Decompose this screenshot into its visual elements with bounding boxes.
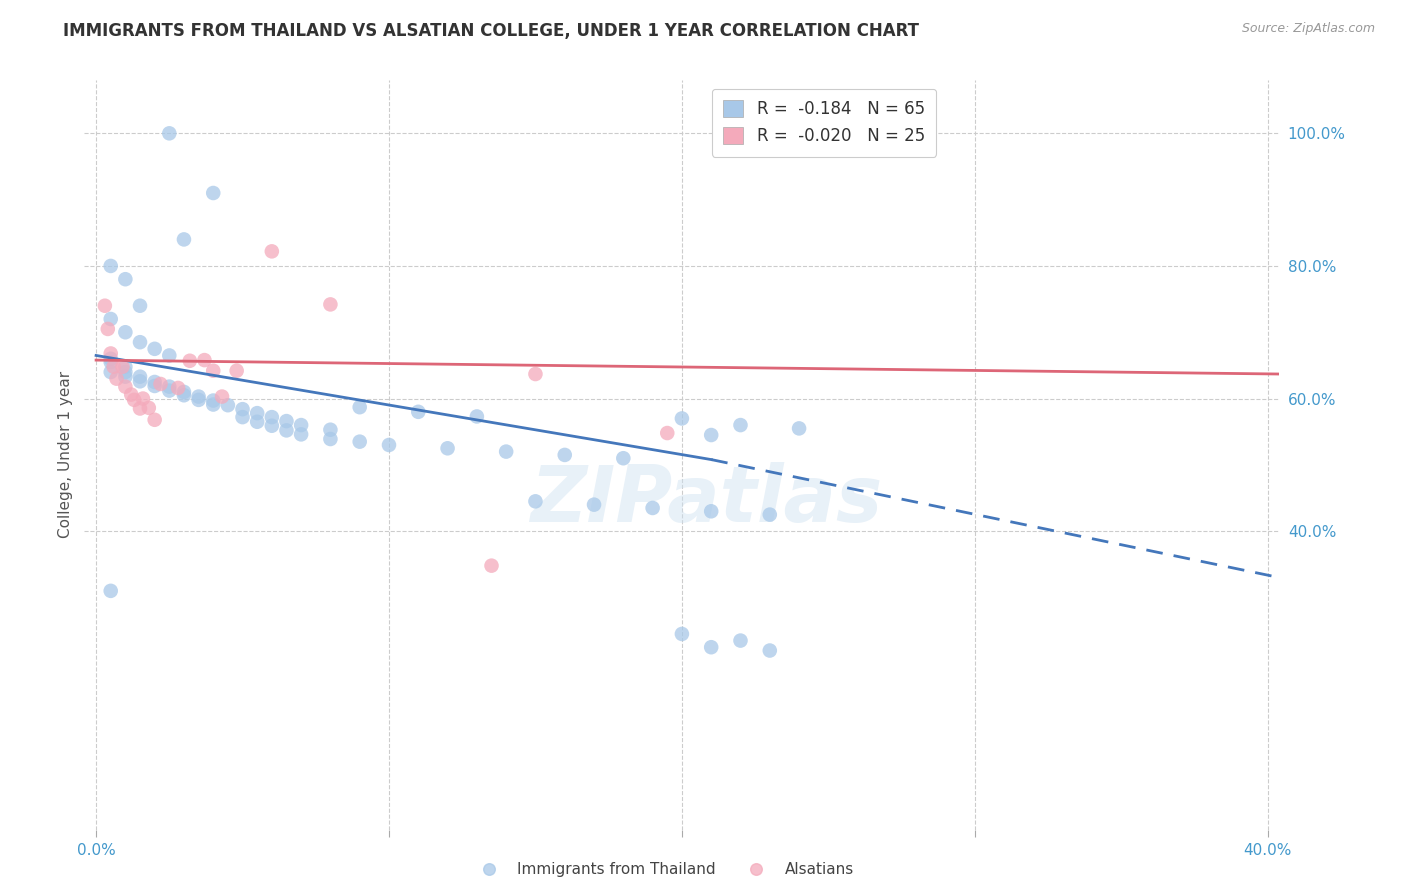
Point	[436, 442, 458, 456]
Point	[319, 423, 342, 437]
Point	[290, 427, 312, 442]
Point	[657, 425, 679, 440]
Point	[349, 400, 371, 414]
Point	[319, 432, 342, 446]
Point	[745, 862, 768, 876]
Point	[408, 405, 430, 419]
Point	[246, 406, 269, 420]
Text: Immigrants from Thailand: Immigrants from Thailand	[517, 863, 716, 877]
Point	[524, 494, 547, 508]
Point	[157, 348, 180, 362]
Point	[276, 423, 298, 437]
Point	[478, 862, 501, 876]
Point	[290, 418, 312, 433]
Point	[730, 418, 752, 433]
Point	[217, 398, 239, 412]
Point	[179, 353, 201, 368]
Point	[612, 451, 634, 466]
Point	[193, 353, 215, 368]
Point	[97, 322, 120, 336]
Point	[211, 390, 233, 404]
Point	[100, 259, 122, 273]
Point	[105, 372, 128, 386]
Legend: R =  -0.184   N = 65, R =  -0.020   N = 25: R = -0.184 N = 65, R = -0.020 N = 25	[711, 88, 936, 157]
Point	[114, 379, 136, 393]
Point	[378, 438, 401, 452]
Point	[143, 342, 166, 356]
Point	[202, 364, 225, 378]
Point	[260, 410, 283, 425]
Point	[495, 444, 517, 458]
Point	[759, 508, 782, 522]
Point	[730, 633, 752, 648]
Point	[671, 627, 693, 641]
Point	[260, 418, 283, 433]
Point	[700, 640, 723, 655]
Point	[157, 126, 180, 140]
Point	[173, 232, 195, 246]
Point	[114, 365, 136, 379]
Point	[583, 498, 606, 512]
Point	[157, 384, 180, 398]
Point	[129, 335, 152, 350]
Point	[114, 272, 136, 286]
Point	[187, 392, 209, 407]
Point	[167, 381, 190, 395]
Y-axis label: College, Under 1 year: College, Under 1 year	[58, 371, 73, 539]
Point	[94, 299, 117, 313]
Text: ZIPatlas: ZIPatlas	[530, 462, 882, 538]
Point	[759, 643, 782, 657]
Point	[100, 365, 122, 379]
Point	[349, 434, 371, 449]
Text: IMMIGRANTS FROM THAILAND VS ALSATIAN COLLEGE, UNDER 1 YEAR CORRELATION CHART: IMMIGRANTS FROM THAILAND VS ALSATIAN COL…	[63, 22, 920, 40]
Point	[100, 355, 122, 369]
Point	[173, 384, 195, 399]
Point	[524, 367, 547, 381]
Point	[143, 413, 166, 427]
Point	[120, 387, 142, 401]
Point	[202, 398, 225, 412]
Point	[100, 351, 122, 366]
Point	[319, 297, 342, 311]
Point	[173, 388, 195, 402]
Point	[225, 364, 247, 378]
Point	[143, 379, 166, 393]
Text: Source: ZipAtlas.com: Source: ZipAtlas.com	[1241, 22, 1375, 36]
Point	[276, 414, 298, 428]
Point	[129, 299, 152, 313]
Point	[481, 558, 503, 573]
Point	[149, 376, 172, 391]
Point	[231, 402, 254, 417]
Point	[129, 401, 152, 416]
Point	[157, 379, 180, 393]
Point	[671, 411, 693, 425]
Point	[465, 409, 488, 424]
Point	[641, 500, 664, 515]
Point	[700, 504, 723, 518]
Point	[122, 392, 145, 407]
Point	[100, 583, 122, 598]
Point	[143, 375, 166, 389]
Point	[202, 393, 225, 408]
Point	[100, 312, 122, 326]
Point	[246, 415, 269, 429]
Point	[103, 359, 125, 374]
Point	[187, 390, 209, 404]
Point	[132, 392, 155, 406]
Point	[260, 244, 283, 259]
Point	[129, 374, 152, 388]
Point	[138, 401, 160, 415]
Point	[100, 346, 122, 360]
Point	[231, 410, 254, 425]
Point	[700, 428, 723, 442]
Point	[129, 369, 152, 384]
Point	[114, 325, 136, 339]
Point	[787, 421, 810, 435]
Point	[114, 369, 136, 384]
Point	[114, 359, 136, 374]
Point	[554, 448, 576, 462]
Point	[202, 186, 225, 200]
Point	[111, 359, 134, 374]
Text: Alsatians: Alsatians	[785, 863, 853, 877]
